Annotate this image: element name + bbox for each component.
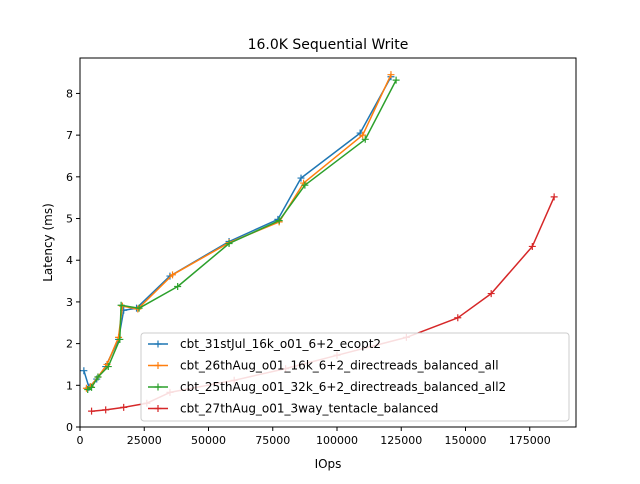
data-point [297, 174, 305, 182]
data-point [225, 240, 233, 248]
x-tick-label: 25000 [127, 434, 162, 447]
data-point [80, 367, 88, 375]
data-point [135, 304, 143, 312]
x-tick-label: 150000 [444, 434, 486, 447]
legend-marker [154, 362, 162, 369]
x-tick-label: 125000 [380, 434, 422, 447]
series-cbt-25thaug-o01-32k-6-2-directreads-balanced-all2 [84, 76, 400, 393]
data-point [301, 181, 309, 189]
y-tick-label: 4 [66, 254, 73, 267]
data-point [134, 305, 142, 313]
data-point [117, 301, 125, 309]
y-tick-label: 6 [66, 171, 73, 184]
data-point [275, 217, 283, 225]
data-point [550, 193, 558, 201]
data-point [169, 271, 177, 279]
legend-box [140, 332, 570, 422]
legend: cbt_31stJul_16k_o01_6+2_ecopt2 cbt_26thAu… [140, 332, 570, 422]
legend-label: cbt_31stJul_16k_o01_6+2_ecopt2 [180, 337, 381, 351]
data-point [387, 71, 395, 79]
y-tick-label: 8 [66, 87, 73, 100]
axes: 0 25000 50000 75000 100000 125000 150000 175000… [66, 87, 551, 447]
data-point [102, 406, 110, 414]
legend-label: cbt_26thAug_o01_16k_6+2_directreads_bala… [180, 359, 499, 373]
data-point [454, 314, 462, 322]
x-axis-label: IOps [315, 457, 342, 471]
data-point [359, 131, 367, 139]
legend-marker [154, 405, 162, 412]
y-tick-label: 2 [66, 338, 73, 351]
legend-label: cbt_25thAug_o01_32k_6+2_directreads_bala… [180, 380, 506, 394]
y-tick-label: 0 [66, 421, 73, 434]
data-point [88, 383, 96, 391]
data-point [88, 407, 96, 415]
data-point [528, 242, 536, 250]
y-axis-label: Latency (ms) [41, 203, 55, 282]
data-point [487, 290, 495, 298]
plot-area [80, 71, 558, 415]
x-tick-label: 100000 [316, 434, 358, 447]
y-tick-label: 3 [66, 296, 73, 309]
data-point [392, 76, 400, 84]
data-point [104, 363, 112, 371]
legend-marker [154, 340, 162, 348]
plot-frame [79, 57, 577, 428]
y-tick-label: 7 [66, 129, 73, 142]
x-tick-label: 175000 [509, 434, 551, 447]
y-tick-label: 1 [66, 379, 73, 392]
x-tick-label: 0 [77, 434, 84, 447]
x-tick-label: 75000 [255, 434, 290, 447]
data-point [116, 335, 124, 343]
legend-label: cbt_27thAug_o01_3way_tentacle_balanced [180, 402, 438, 416]
data-point [84, 385, 92, 393]
legend-marker [154, 383, 162, 391]
y-tick-label: 5 [66, 213, 73, 226]
chart-title: 16.0K Sequential Write [248, 37, 409, 53]
data-point [361, 135, 369, 143]
data-point [94, 373, 102, 381]
data-point [120, 403, 128, 411]
x-tick-label: 50000 [191, 434, 226, 447]
data-point [174, 282, 182, 290]
